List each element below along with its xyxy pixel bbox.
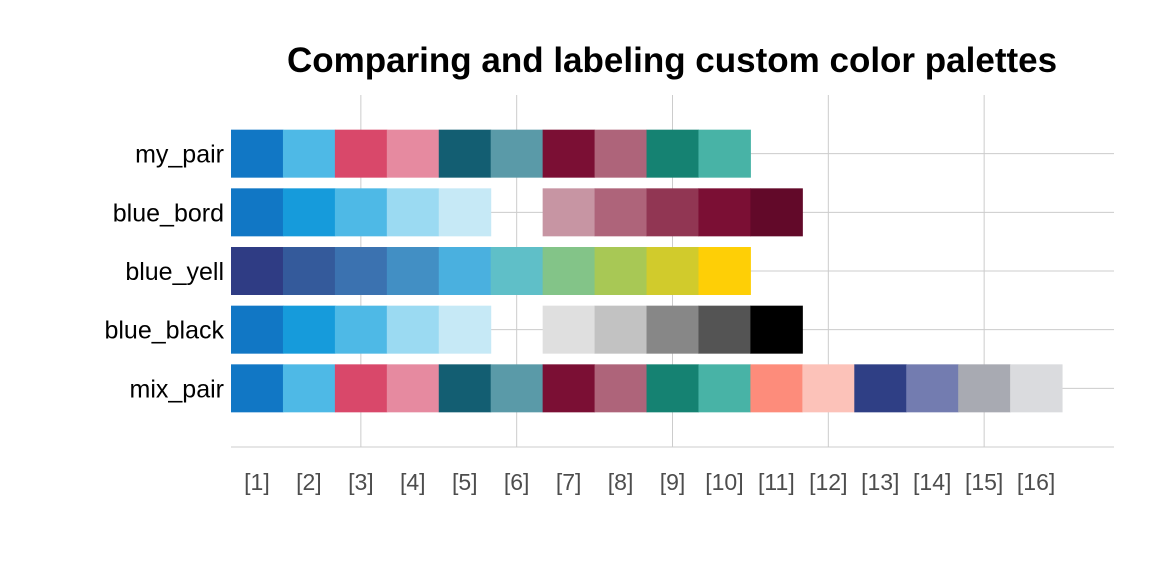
- color-tile: [386, 364, 440, 413]
- color-tile: [282, 305, 336, 354]
- color-tile: [542, 364, 596, 413]
- color-tile: [438, 247, 492, 295]
- color-tile: [282, 247, 336, 295]
- color-tile: [594, 305, 648, 354]
- x-tick-label: [1]: [244, 469, 270, 495]
- color-tile: [438, 188, 492, 237]
- color-tile: [438, 305, 492, 354]
- color-tile: [334, 247, 388, 295]
- color-tile: [698, 364, 751, 413]
- x-tick-label: [7]: [556, 469, 582, 495]
- color-tile: [386, 305, 440, 354]
- color-tile: [646, 247, 699, 295]
- color-tile: [594, 129, 648, 178]
- color-tile: [490, 364, 544, 413]
- x-tick-label: [9]: [660, 469, 686, 495]
- color-tile: [542, 247, 596, 295]
- color-tile: [542, 129, 596, 178]
- color-tile: [750, 364, 803, 413]
- color-tile: [334, 364, 388, 413]
- color-tile: [646, 188, 699, 237]
- color-tile: [750, 188, 803, 237]
- palette-name-label: my_pair: [135, 141, 224, 169]
- color-tile: [698, 188, 751, 237]
- x-tick-label: [5]: [452, 469, 478, 495]
- x-tick-label: [16]: [1017, 469, 1055, 495]
- color-tile: [646, 364, 699, 413]
- x-tick-label: [8]: [608, 469, 634, 495]
- color-tile: [282, 188, 336, 237]
- color-tile: [594, 247, 648, 295]
- x-tick-label: [2]: [296, 469, 322, 495]
- palette-tiles: [231, 129, 1063, 413]
- palette-name-label: blue_yell: [125, 258, 224, 286]
- x-tick-label: [10]: [705, 469, 743, 495]
- x-tick-label: [15]: [965, 469, 1003, 495]
- x-tick-label: [12]: [809, 469, 847, 495]
- palette-name-label: blue_bord: [113, 199, 224, 227]
- color-tile: [334, 305, 388, 354]
- color-tile: [698, 305, 751, 354]
- color-tile: [490, 247, 544, 295]
- color-tile: [231, 364, 284, 413]
- palette-name-label: blue_black: [104, 317, 224, 345]
- color-tile: [906, 364, 959, 413]
- x-tick-label: [11]: [758, 469, 795, 495]
- x-tick-label: [3]: [348, 469, 374, 495]
- palette-name-labels: my_pair blue_bord blue_yell blue_black mix_p…: [104, 141, 224, 404]
- color-tile: [646, 305, 699, 354]
- color-tile: [438, 129, 492, 178]
- color-tile: [542, 188, 596, 237]
- color-tile: [386, 188, 440, 237]
- x-tick-labels: [1] [2] [3] [4] [5] [6] [7] [8] [9] [10] [11] [12] […: [244, 469, 1055, 495]
- color-tile: [386, 129, 440, 178]
- color-tile: [334, 188, 388, 237]
- color-tile: [282, 364, 336, 413]
- color-tile: [386, 247, 440, 295]
- color-tile: [282, 129, 336, 178]
- chart-title: Comparing and labeling custom color pale…: [287, 41, 1057, 80]
- color-tile: [802, 364, 855, 413]
- x-tick-label: [6]: [504, 469, 530, 495]
- color-tile: [750, 305, 803, 354]
- color-tile: [542, 305, 596, 354]
- color-tile: [854, 364, 907, 413]
- color-tile: [438, 364, 492, 413]
- color-tile: [958, 364, 1011, 413]
- color-tile: [231, 305, 284, 354]
- color-tile: [334, 129, 388, 178]
- color-tile: [594, 364, 648, 413]
- color-tile: [231, 129, 284, 178]
- color-tile: [594, 188, 648, 237]
- x-tick-label: [13]: [861, 469, 899, 495]
- x-tick-label: [4]: [400, 469, 426, 495]
- color-tile: [1010, 364, 1063, 413]
- x-tick-label: [14]: [913, 469, 951, 495]
- color-tile: [231, 247, 284, 295]
- color-tile: [646, 129, 699, 178]
- color-tile: [698, 129, 751, 178]
- color-tile: [490, 129, 544, 178]
- color-tile: [231, 188, 284, 237]
- color-tile: [698, 247, 751, 295]
- palette-name-label: mix_pair: [130, 375, 224, 403]
